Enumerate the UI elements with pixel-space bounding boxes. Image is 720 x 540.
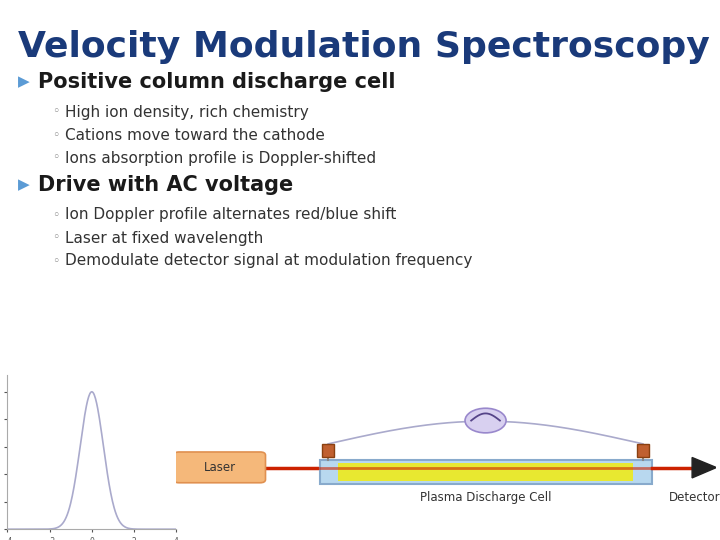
FancyBboxPatch shape [323, 444, 334, 457]
Text: ◦: ◦ [52, 152, 59, 165]
Text: Ion Doppler profile alternates red/blue shift: Ion Doppler profile alternates red/blue … [65, 207, 397, 222]
Text: ▶: ▶ [18, 75, 30, 90]
Ellipse shape [465, 408, 506, 433]
Text: Velocity Modulation Spectroscopy: Velocity Modulation Spectroscopy [18, 30, 710, 64]
FancyBboxPatch shape [320, 460, 652, 484]
Text: ▶: ▶ [18, 178, 30, 192]
FancyBboxPatch shape [637, 444, 649, 457]
Text: ◦: ◦ [52, 105, 59, 118]
Text: Laser: Laser [204, 461, 235, 474]
Text: Cations move toward the cathode: Cations move toward the cathode [65, 127, 325, 143]
Text: Positive column discharge cell: Positive column discharge cell [38, 72, 395, 92]
Text: Laser at fixed wavelength: Laser at fixed wavelength [65, 231, 264, 246]
Text: Plasma Discharge Cell: Plasma Discharge Cell [420, 491, 552, 504]
Text: ◦: ◦ [52, 232, 59, 245]
Text: ◦: ◦ [52, 208, 59, 221]
Text: Ions absorption profile is Doppler-shifted: Ions absorption profile is Doppler-shift… [65, 151, 376, 165]
Text: ◦: ◦ [52, 129, 59, 141]
Polygon shape [692, 457, 716, 478]
FancyBboxPatch shape [174, 452, 266, 483]
Text: ◦: ◦ [52, 254, 59, 267]
Text: Demodulate detector signal at modulation frequency: Demodulate detector signal at modulation… [65, 253, 472, 268]
Text: Detector: Detector [669, 491, 720, 504]
Text: High ion density, rich chemistry: High ion density, rich chemistry [65, 105, 309, 119]
FancyBboxPatch shape [338, 463, 633, 482]
Text: Drive with AC voltage: Drive with AC voltage [38, 175, 293, 195]
